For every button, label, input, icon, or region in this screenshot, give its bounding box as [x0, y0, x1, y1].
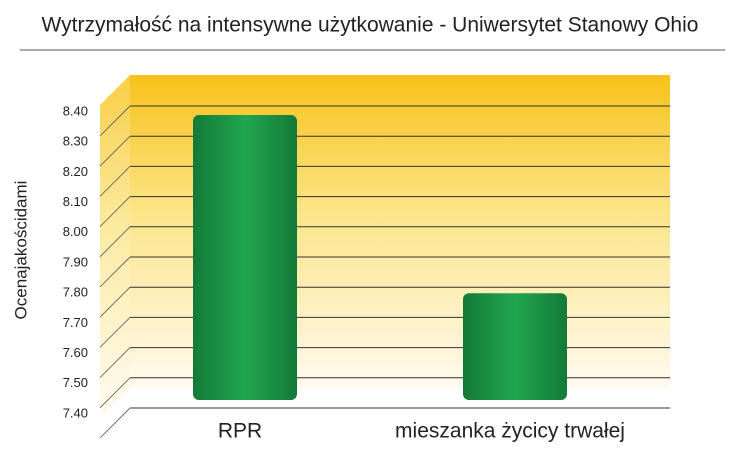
y-tick-label: 7.60 — [63, 345, 88, 360]
y-tick-label: 7.70 — [63, 315, 88, 330]
bar — [193, 115, 297, 400]
grid-line-side — [99, 166, 131, 197]
x-tick-label: RPR — [218, 420, 262, 443]
x-tick-label: mieszanka życicy trwałej — [395, 420, 625, 443]
grid-line-side — [99, 347, 131, 378]
grid-line-side — [99, 196, 131, 227]
y-axis-label: Ocenajakościdami — [11, 181, 30, 320]
bar — [463, 293, 567, 400]
chart-title: Wytrzymałość na intensywne użytkowanie -… — [42, 14, 699, 37]
grid-line-side — [99, 256, 131, 288]
y-tick-label: 7.80 — [63, 285, 88, 300]
side-wall — [100, 75, 130, 418]
grid-line-side — [99, 226, 131, 258]
y-tick-label: 7.90 — [63, 254, 88, 269]
grid-line-side — [99, 105, 131, 137]
grid-line-side — [99, 286, 131, 318]
y-tick-label: 8.20 — [63, 164, 88, 179]
y-tick-label: 8.10 — [63, 194, 88, 209]
y-tick-label: 7.40 — [63, 405, 88, 420]
grid-line-side — [99, 407, 131, 439]
grid-line-side — [99, 135, 131, 167]
y-tick-label: 8.40 — [63, 103, 88, 118]
y-tick-label: 7.50 — [63, 375, 88, 390]
y-tick-label: 8.00 — [63, 224, 88, 239]
grid-line-side — [99, 317, 131, 348]
grid-line-side — [99, 377, 131, 409]
y-tick-label: 8.30 — [63, 134, 88, 149]
